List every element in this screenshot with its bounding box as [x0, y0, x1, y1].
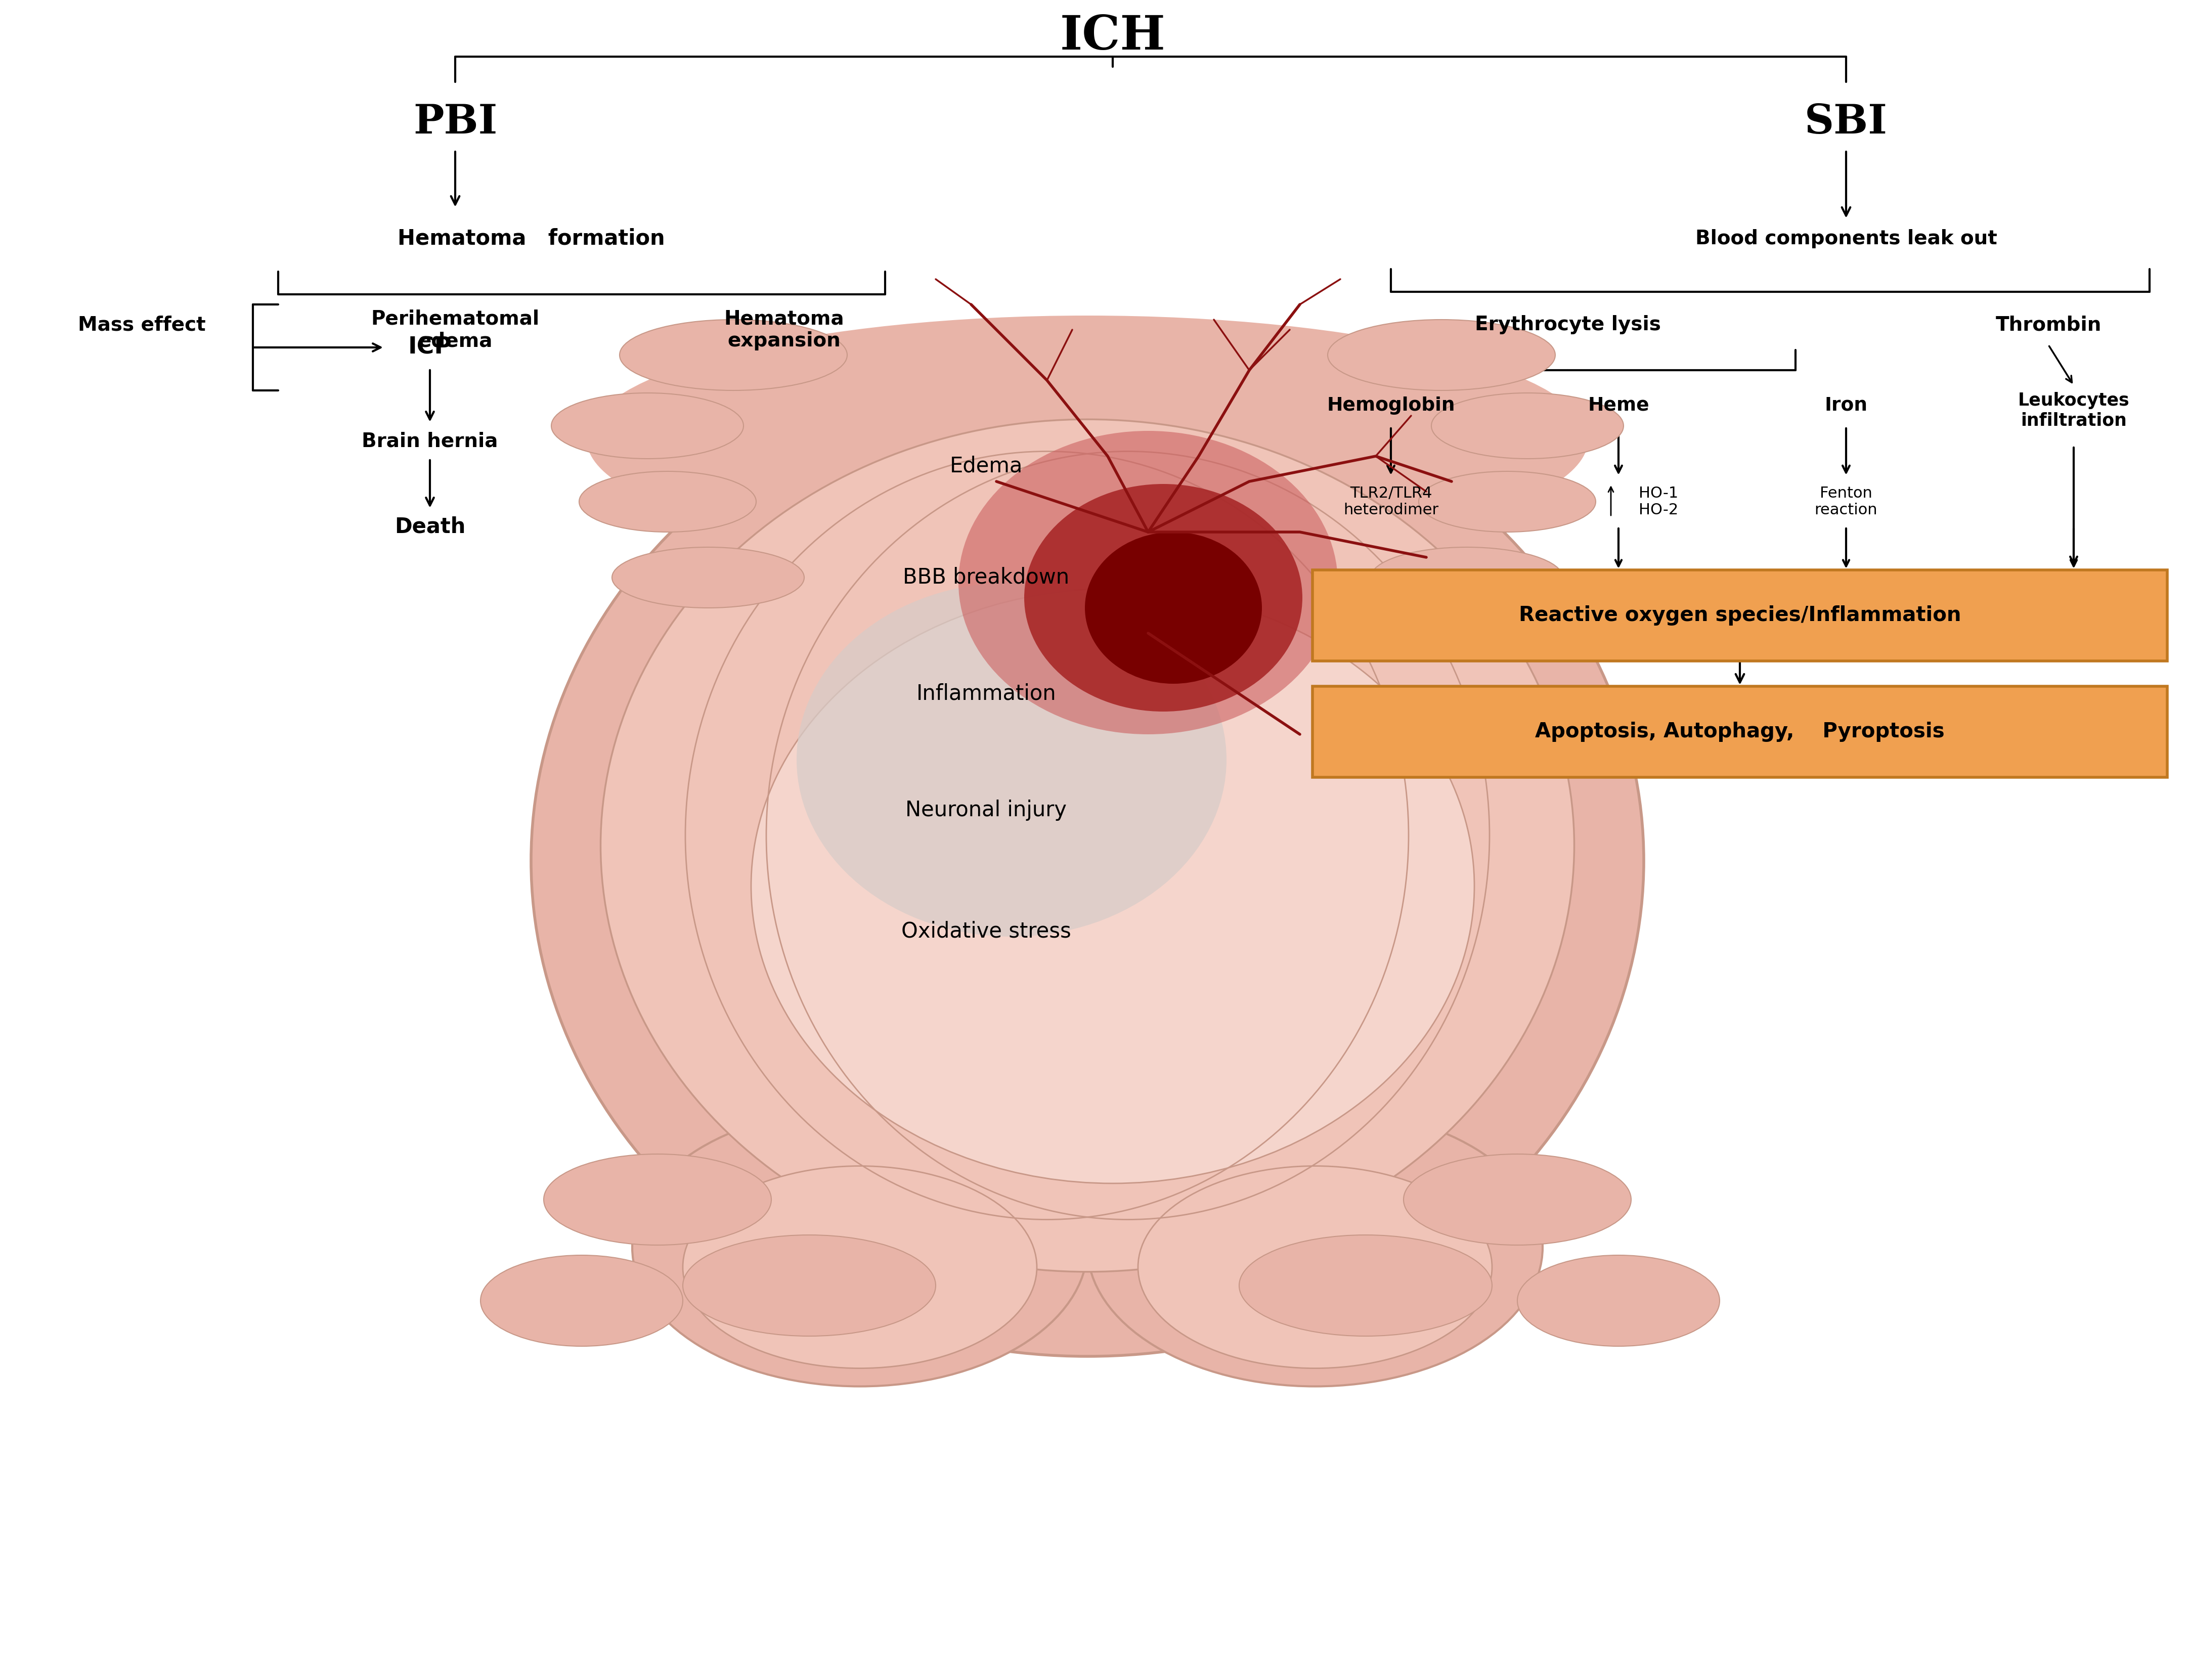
Ellipse shape: [751, 588, 1475, 1183]
Ellipse shape: [600, 420, 1574, 1272]
Text: SBI: SBI: [1804, 102, 1887, 143]
Text: Mass effect: Mass effect: [79, 316, 206, 334]
Text: ICH: ICH: [1059, 13, 1165, 59]
Text: Hematoma   formation: Hematoma formation: [398, 228, 665, 249]
Ellipse shape: [543, 1154, 771, 1245]
Ellipse shape: [797, 583, 1226, 936]
Ellipse shape: [1086, 533, 1261, 684]
Text: BBB breakdown: BBB breakdown: [904, 566, 1070, 588]
Text: TLR2/TLR4
heterodimer: TLR2/TLR4 heterodimer: [1344, 486, 1438, 517]
Text: Thrombin: Thrombin: [1996, 316, 2101, 334]
Text: Perihematomal
edema: Perihematomal edema: [370, 309, 538, 351]
Text: Oxidative stress: Oxidative stress: [902, 921, 1070, 942]
Text: Hemoglobin: Hemoglobin: [1327, 396, 1456, 415]
Text: Brain hernia: Brain hernia: [361, 432, 499, 450]
Text: Death: Death: [394, 516, 466, 538]
Ellipse shape: [1418, 472, 1596, 533]
Text: Edema: Edema: [950, 455, 1022, 477]
Text: Apoptosis, Autophagy,    Pyroptosis: Apoptosis, Autophagy, Pyroptosis: [1534, 722, 1944, 743]
Ellipse shape: [1370, 548, 1563, 608]
Ellipse shape: [552, 393, 744, 459]
Ellipse shape: [1138, 1166, 1493, 1368]
FancyBboxPatch shape: [1313, 570, 2167, 660]
Ellipse shape: [1517, 1255, 1721, 1346]
Ellipse shape: [1024, 484, 1302, 712]
Ellipse shape: [613, 548, 803, 608]
Ellipse shape: [1403, 1154, 1631, 1245]
Ellipse shape: [683, 1235, 935, 1336]
Text: Fenton
reaction: Fenton reaction: [1815, 486, 1878, 517]
Text: Leukocytes
infiltration: Leukocytes infiltration: [2018, 391, 2130, 428]
Ellipse shape: [1239, 1235, 1493, 1336]
Text: Blood components leak out: Blood components leak out: [1694, 228, 1996, 249]
Text: Inflammation: Inflammation: [917, 684, 1057, 704]
Ellipse shape: [532, 365, 1644, 1356]
Text: Hematoma
expansion: Hematoma expansion: [725, 309, 845, 351]
Ellipse shape: [1432, 393, 1624, 459]
Ellipse shape: [633, 1109, 1088, 1386]
FancyBboxPatch shape: [1313, 685, 2167, 778]
Text: ICP: ICP: [407, 336, 451, 360]
Ellipse shape: [619, 319, 847, 390]
Ellipse shape: [580, 472, 755, 533]
Ellipse shape: [1088, 1109, 1543, 1386]
Text: Iron: Iron: [1826, 396, 1867, 415]
Ellipse shape: [959, 430, 1337, 734]
Text: Erythrocyte lysis: Erythrocyte lysis: [1475, 316, 1661, 334]
Text: Heme: Heme: [1587, 396, 1648, 415]
Ellipse shape: [1329, 319, 1554, 390]
Ellipse shape: [587, 316, 1589, 563]
Ellipse shape: [683, 1166, 1038, 1368]
Text: PBI: PBI: [414, 102, 497, 143]
Text: HO-1
HO-2: HO-1 HO-2: [1640, 486, 1679, 517]
Ellipse shape: [482, 1255, 683, 1346]
Text: Neuronal injury: Neuronal injury: [906, 800, 1066, 822]
Text: Reactive oxygen species/Inflammation: Reactive oxygen species/Inflammation: [1519, 605, 1961, 625]
